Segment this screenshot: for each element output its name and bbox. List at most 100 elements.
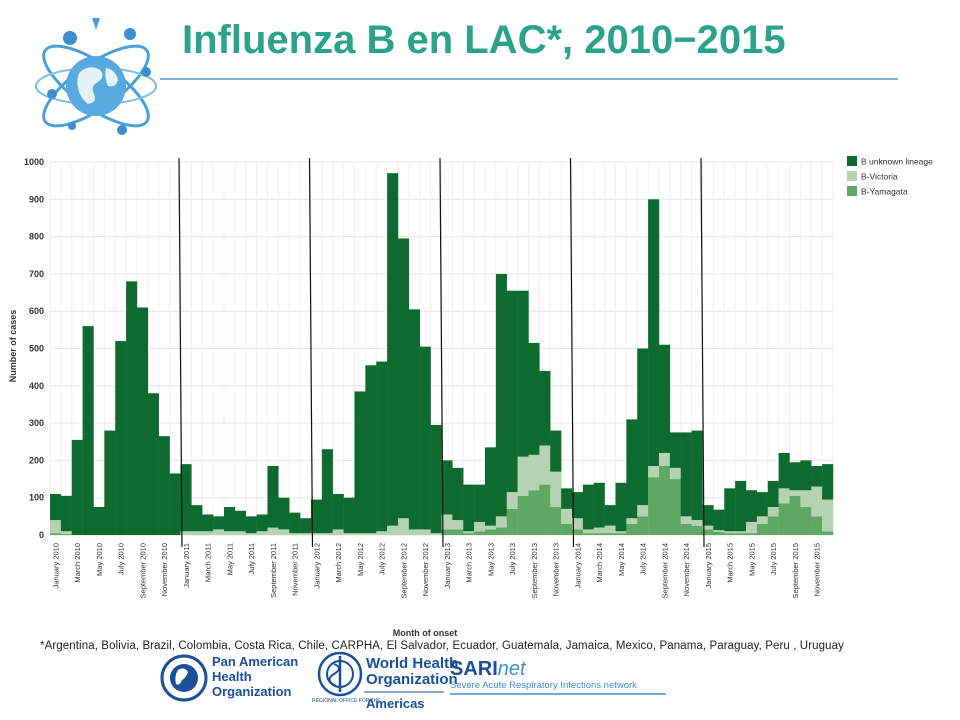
x-tick-label: July 2012 [378, 543, 387, 575]
x-axis-label: Month of onset [393, 628, 458, 638]
bar-b-yamagata [506, 508, 518, 535]
x-tick-label: September 2015 [791, 543, 800, 598]
bar-b-unknown-lineage [659, 344, 671, 453]
bar-b-victoria [767, 507, 779, 517]
bar-b-victoria [648, 465, 660, 478]
bar-b-unknown-lineage [376, 361, 388, 532]
x-tick-label: November 2011 [291, 543, 300, 596]
bar-b-unknown-lineage [126, 281, 138, 535]
bar-b-victoria [365, 533, 377, 535]
bar-b-yamagata [474, 531, 486, 535]
who-region: Americas [366, 696, 425, 711]
who-name-line1: World Health [366, 655, 458, 672]
bar-b-unknown-lineage [267, 465, 279, 528]
y-axis: 0 100 200 300 400 500 600 700 800 900 1000 [24, 157, 44, 540]
x-tick-label: November 2014 [682, 543, 691, 596]
countries-footnote: *Argentina, Bolivia, Brazil, Colombia, C… [40, 640, 844, 652]
bar-b-yamagata [789, 495, 801, 535]
bar-b-unknown-lineage [767, 480, 779, 508]
x-tick-label: September 2010 [138, 543, 147, 598]
bar-b-yamagata [452, 529, 464, 535]
year-divider-line [308, 157, 314, 548]
y-tick-label: 200 [29, 455, 44, 465]
bar-b-victoria [191, 531, 203, 535]
bar-b-yamagata [637, 516, 649, 535]
bar-b-victoria [485, 525, 497, 530]
legend-label: B-Yamagata [861, 187, 908, 197]
bar-b-unknown-lineage [245, 516, 257, 534]
legend-label: B-Victoria [861, 172, 898, 182]
bar-b-yamagata [778, 503, 790, 535]
bar-b-unknown-lineage [506, 290, 518, 493]
x-tick-label: January 2012 [312, 543, 321, 588]
bar-b-victoria [506, 492, 518, 509]
bar-b-unknown-lineage [60, 495, 72, 532]
sarinet-sari: SARI [450, 658, 498, 680]
x-tick-label: July 2010 [117, 543, 126, 575]
bar-b-unknown-lineage [137, 307, 149, 535]
bar-b-victoria [234, 531, 246, 535]
bar-b-unknown-lineage [180, 464, 192, 532]
bar-b-yamagata [495, 527, 507, 535]
bar-b-yamagata [463, 533, 475, 535]
bar-b-unknown-lineage [50, 493, 62, 521]
bar-b-victoria [321, 533, 333, 535]
bar-b-unknown-lineage [213, 516, 225, 530]
bar-b-yamagata [441, 529, 453, 535]
bar-b-unknown-lineage [561, 488, 573, 509]
x-tick-label: May 2014 [617, 543, 626, 576]
bar-b-yamagata [724, 533, 736, 535]
year-divider-line [439, 157, 444, 548]
x-tick-label: March 2013 [465, 543, 474, 583]
bar-b-unknown-lineage [104, 430, 116, 535]
year-divider-line [178, 157, 183, 548]
x-tick-label: November 2013 [552, 543, 561, 596]
bar-b-unknown-lineage [822, 464, 834, 500]
bar-b-yamagata [659, 465, 671, 535]
bar-b-unknown-lineage [93, 507, 105, 535]
bar-b-unknown-lineage [593, 482, 605, 528]
bar-b-yamagata [60, 533, 72, 535]
x-axis: January 2010 March 2010 May 2010 July 2010 S… [51, 543, 821, 598]
bar-b-victoria [811, 486, 823, 517]
bar-b-unknown-lineage [680, 432, 692, 517]
who-name-line2: Organization [366, 671, 458, 688]
bar-b-unknown-lineage [746, 490, 758, 522]
bar-b-victoria [778, 488, 790, 504]
bar-b-victoria [582, 529, 594, 534]
x-tick-label: March 2012 [334, 543, 343, 583]
bar-b-victoria [713, 530, 725, 533]
bar-b-victoria [517, 456, 529, 496]
bar-b-victoria [561, 508, 573, 524]
bar-b-unknown-lineage [365, 365, 377, 534]
sarinet-net: net [498, 658, 527, 680]
bar-b-unknown-lineage [800, 460, 812, 491]
bar-b-unknown-lineage [224, 507, 236, 532]
bar-b-victoria [528, 454, 540, 491]
bar-b-unknown-lineage [191, 505, 203, 532]
x-tick-label: July 2011 [247, 543, 256, 575]
bar-b-victoria [691, 520, 703, 526]
x-tick-label: November 2015 [813, 543, 822, 596]
x-tick-label: May 2013 [486, 543, 495, 576]
bar-b-unknown-lineage [713, 509, 725, 531]
bar-b-unknown-lineage [430, 424, 442, 534]
y-tick-label: 100 [29, 493, 44, 503]
x-tick-label: May 2015 [747, 543, 756, 576]
bar-b-unknown-lineage [343, 497, 355, 534]
bar-b-victoria [289, 533, 301, 535]
influenza-virus-globe-logo [35, 18, 157, 135]
y-tick-label: 600 [29, 306, 44, 316]
year-divider-line [569, 157, 575, 548]
bar-b-yamagata [811, 516, 823, 535]
title-divider [160, 78, 898, 80]
paho-name-line1: Pan American [212, 654, 298, 669]
bar-b-unknown-lineage [582, 484, 594, 530]
bar-b-yamagata [702, 529, 714, 535]
chart-legend: B unknown lineage B-Victoria B-Yamagata [847, 156, 933, 197]
bar-b-unknown-lineage [256, 514, 268, 532]
bar-b-unknown-lineage [332, 493, 344, 530]
bar-b-victoria [213, 529, 225, 535]
bar-b-victoria [441, 514, 453, 530]
bar-b-victoria [680, 516, 692, 524]
